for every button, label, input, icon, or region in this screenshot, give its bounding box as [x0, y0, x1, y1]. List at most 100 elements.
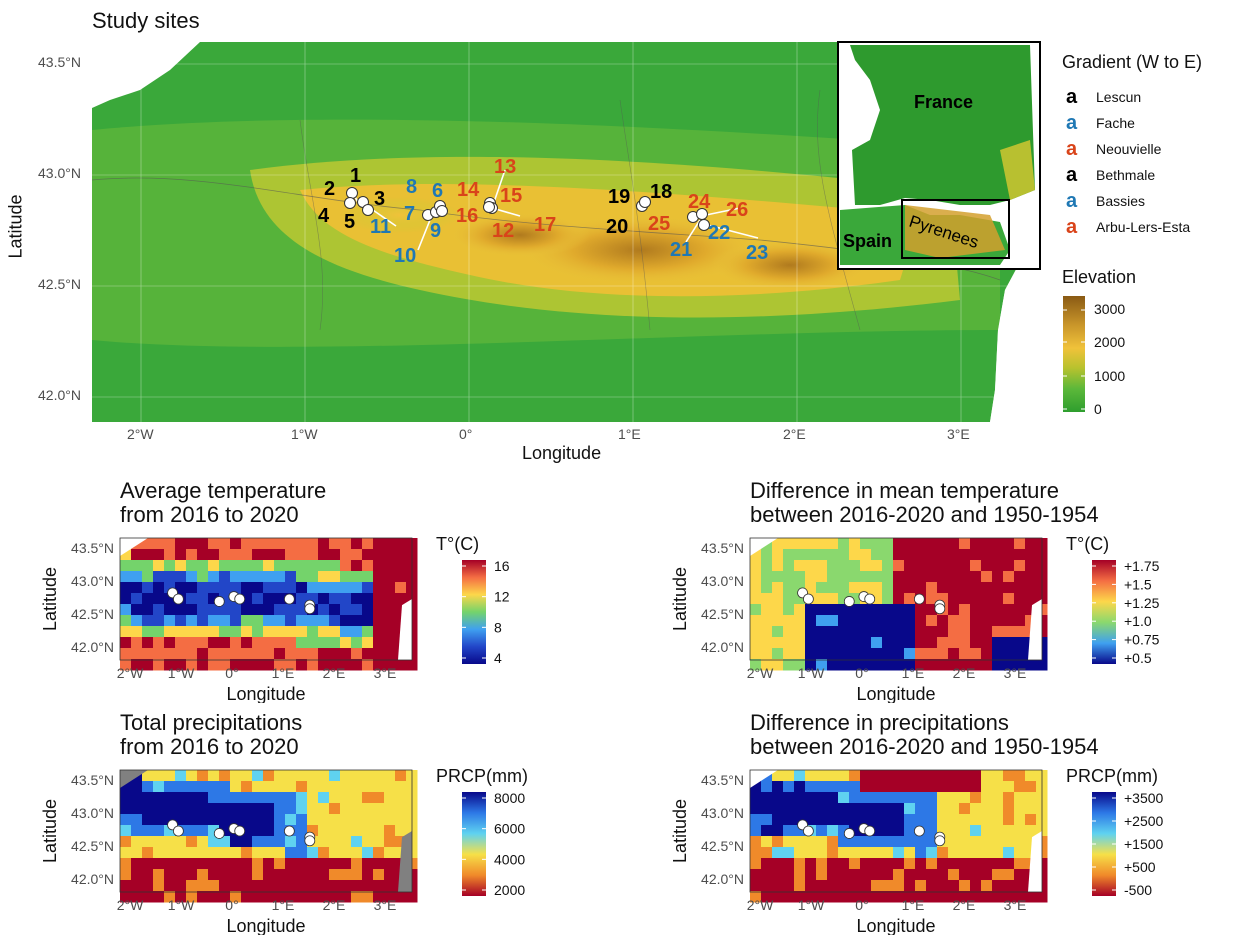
site-label: 25 — [648, 213, 670, 235]
inset-label-france: France — [914, 92, 973, 112]
y-tick: 42.0°N — [38, 387, 81, 403]
site-label: 11 — [370, 216, 391, 238]
y-axis-label: Latitude — [40, 567, 60, 631]
panel-avg-temperature: Average temperature from 2016 to 2020 43.5… — [0, 478, 560, 703]
site-label: 16 — [456, 205, 478, 227]
legend-item: a Lescun — [1066, 84, 1190, 110]
site-label: 4 — [318, 205, 330, 227]
x-axis-label: Longitude — [226, 916, 305, 935]
x-tick: 1°E — [902, 665, 925, 681]
x-tick: 3°E — [374, 665, 397, 681]
site-label: 8 — [406, 176, 417, 198]
x-tick: 2°E — [783, 426, 806, 442]
x-tick: 1°W — [291, 426, 318, 442]
panel-title: Total precipitations — [120, 710, 303, 735]
elevation-legend-label: 0 — [1094, 401, 1102, 417]
panel-map: 43.5°N 43.0°N 42.5°N 42.0°N2°W 1°W 0° 1°E 2°E 3°… — [40, 766, 528, 935]
site-point — [304, 603, 316, 615]
x-tick: 3°E — [1004, 665, 1027, 681]
legend-item: a Arbu-Lers-Esta — [1066, 214, 1190, 240]
site-label: 14 — [457, 179, 480, 201]
y-tick: 43.5°N — [71, 772, 114, 788]
site-point — [172, 825, 184, 837]
x-tick: 2°E — [323, 665, 346, 681]
site-label: 1 — [350, 165, 361, 187]
site-point — [802, 593, 814, 605]
site-label: 12 — [492, 220, 514, 242]
x-tick: 2°W — [747, 665, 774, 681]
elevation-colorbar — [1063, 296, 1085, 412]
panel-subtitle: from 2016 to 2020 — [120, 734, 299, 759]
site-point — [913, 825, 925, 837]
site-point — [934, 603, 946, 615]
site-label: 10 — [394, 245, 416, 267]
site-label: 13 — [494, 156, 516, 178]
site-point — [843, 828, 855, 839]
site-point — [234, 825, 246, 837]
panel-subtitle: between 2016-2020 and 1950-1954 — [750, 502, 1099, 527]
x-tick: 0° — [225, 665, 238, 681]
panel-diff-precipitation: Difference in precipitations between 2016… — [630, 710, 1236, 935]
panel-map: 43.5°N 43.0°N 42.5°N 42.0°N2°W 1°W 0° 1°E 2°E 3°… — [670, 534, 1160, 703]
y-tick: 43.0°N — [701, 573, 744, 589]
x-tick: 2°E — [953, 665, 976, 681]
site-point — [843, 596, 855, 607]
x-tick: 2°W — [747, 897, 774, 913]
legend-label: +500 — [1124, 859, 1156, 875]
site-label: 24 — [688, 191, 711, 213]
y-tick: 43.5°N — [71, 540, 114, 556]
y-axis-label: Latitude — [670, 567, 690, 631]
y-axis-label: Latitude — [40, 799, 60, 863]
x-tick: 1°W — [798, 665, 825, 681]
gradient-legend: a Lescun a Fache a Neouvielle a Bethmale… — [1066, 84, 1190, 240]
legend-colorbar — [462, 792, 486, 896]
elevation-legend-label: 3000 — [1094, 301, 1126, 317]
panel-map: 43.5°N 43.0°N 42.5°N 42.0°N2°W 1°W 0° 1°E 2°E 3°… — [40, 534, 510, 703]
legend-label: +3500 — [1124, 790, 1164, 806]
legend-key: a — [1066, 137, 1078, 160]
x-axis-label: Longitude — [856, 916, 935, 935]
legend-label: 4 — [494, 650, 502, 666]
legend-label: 8 — [494, 619, 502, 635]
panel-title: Difference in mean temperature — [750, 478, 1059, 503]
panel-total-precipitation: Total precipitations from 2016 to 2020 43.… — [0, 710, 560, 935]
legend-item: a Neouvielle — [1066, 136, 1190, 162]
x-tick: 0° — [225, 897, 238, 913]
y-tick: 43.0°N — [71, 573, 114, 589]
site-label: 23 — [746, 242, 768, 264]
panel-diff-temperature: Difference in mean temperature between 20… — [630, 478, 1236, 703]
x-tick: 0° — [855, 897, 868, 913]
legend-label: Bassies — [1096, 193, 1146, 209]
legend-label: 16 — [494, 558, 510, 574]
legend-label: +2500 — [1124, 813, 1164, 829]
legend-item: a Bethmale — [1066, 162, 1190, 188]
y-tick: 42.5°N — [71, 606, 114, 622]
main-map: 1 2 3 4 5 6 7 8 9 10 11 12 13 14 15 16 1… — [92, 41, 1085, 422]
site-point — [283, 593, 295, 605]
legend-label: Neouvielle — [1096, 141, 1162, 157]
panel-subtitle: from 2016 to 2020 — [120, 502, 299, 527]
site-point — [172, 593, 184, 605]
x-tick: 2°W — [117, 897, 144, 913]
y-tick: 43.5°N — [701, 772, 744, 788]
legend-label: +0.75 — [1124, 632, 1160, 648]
legend-title: T°(C) — [436, 534, 479, 554]
y-tick: 43.0°N — [71, 805, 114, 821]
legend-key: a — [1066, 215, 1078, 238]
site-point — [234, 593, 246, 605]
legend-key: a — [1066, 111, 1078, 134]
site-label: 20 — [606, 216, 628, 238]
y-tick: 42.5°N — [701, 606, 744, 622]
gradient-legend-title: Gradient (W to E) — [1062, 52, 1203, 72]
y-tick: 43.5°N — [701, 540, 744, 556]
site-label: 21 — [670, 239, 692, 261]
legend-key: a — [1066, 189, 1078, 212]
elevation-legend-title: Elevation — [1062, 267, 1137, 287]
x-tick: 0° — [855, 665, 868, 681]
y-axis-label: Latitude — [670, 799, 690, 863]
y-tick: 42.5°N — [701, 838, 744, 854]
y-tick: 43.5°N — [38, 54, 81, 70]
x-tick: 1°E — [618, 426, 641, 442]
y-tick: 43.0°N — [38, 165, 81, 181]
legend-label: 12 — [494, 589, 510, 605]
